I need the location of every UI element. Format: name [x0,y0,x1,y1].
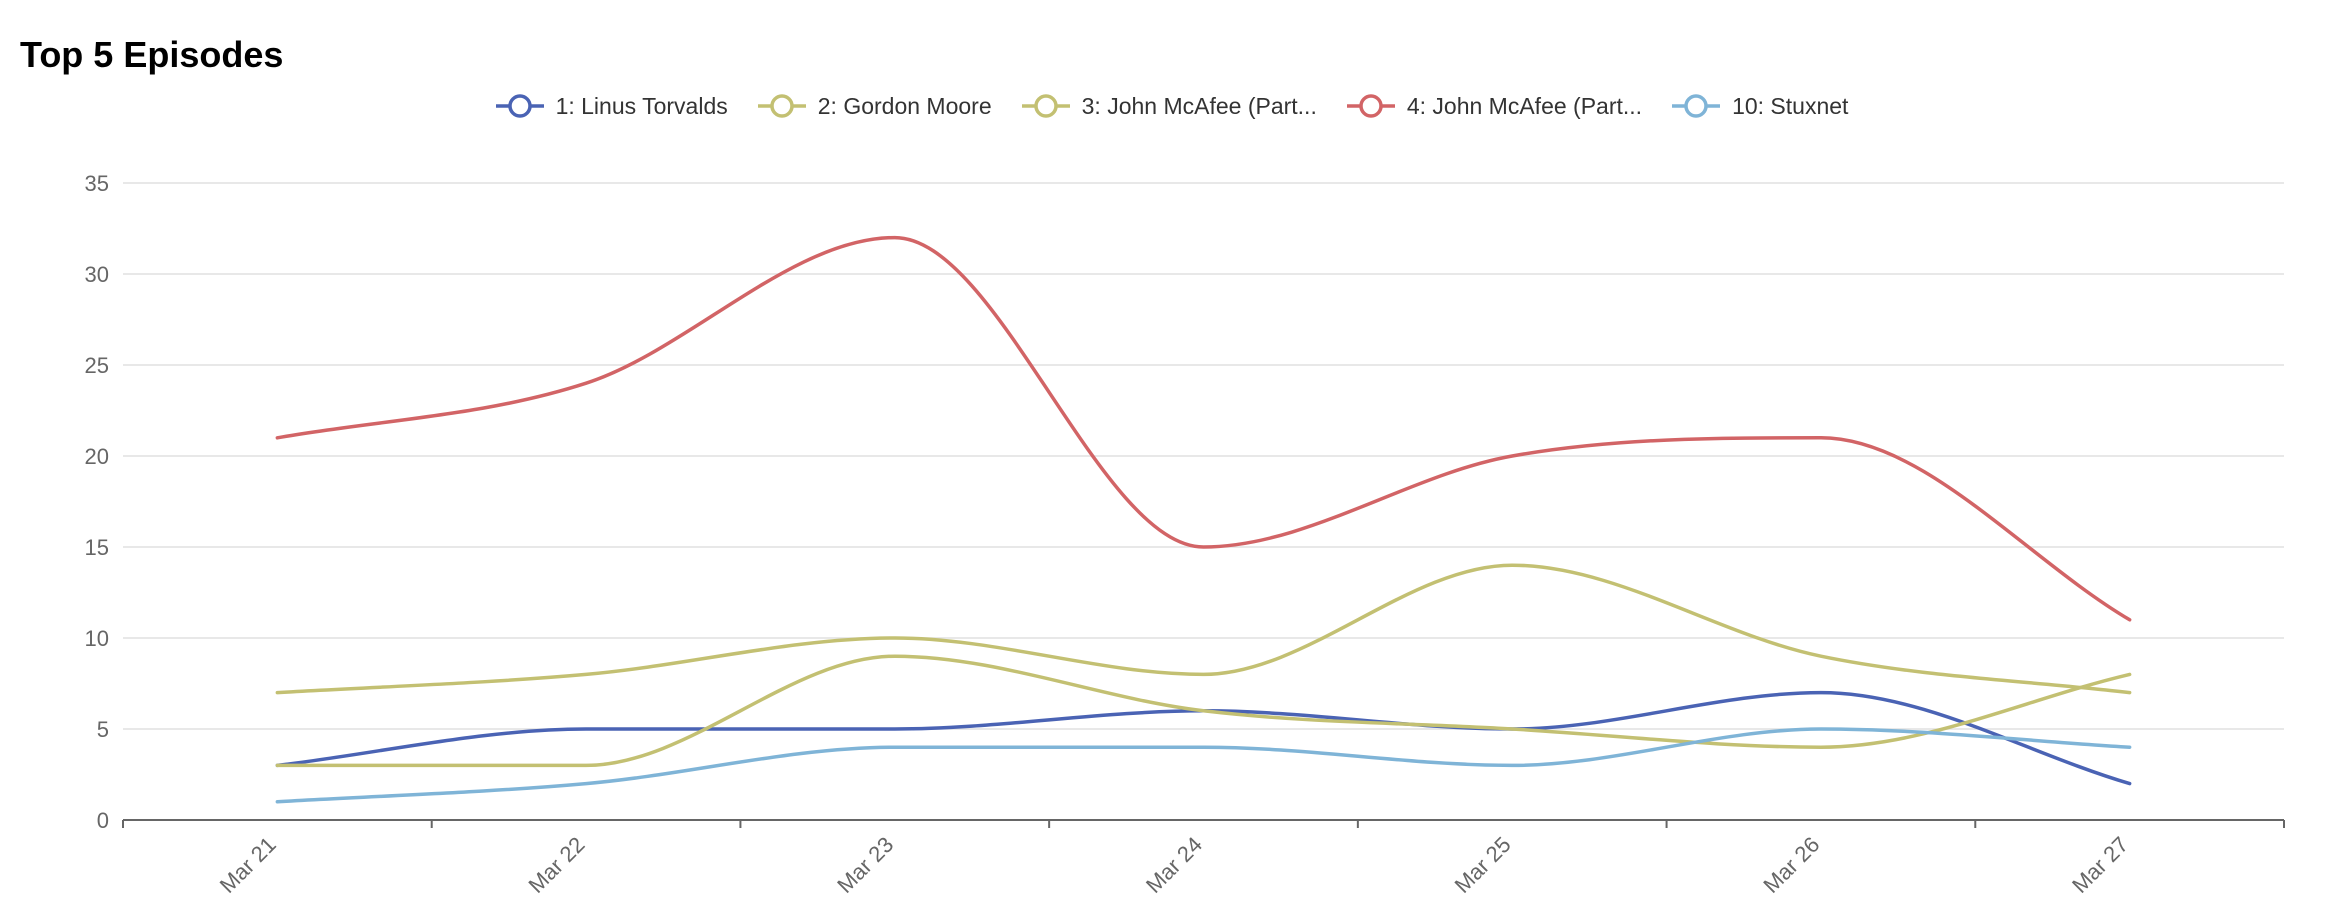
series-line[interactable] [275,563,2132,695]
data-point[interactable] [889,723,901,735]
data-point[interactable] [889,632,901,644]
legend-marker-icon [1346,94,1395,118]
data-point[interactable] [1815,650,1827,662]
series-line[interactable] [275,235,2132,622]
data-point[interactable] [1506,559,1518,571]
legend-label: 3: John McAfee (Part... [1081,92,1317,119]
data-point[interactable] [2124,778,2136,790]
x-tick-label: Mar 24 [1141,832,1207,898]
data-point[interactable] [1815,723,1827,735]
data-point[interactable] [271,759,283,771]
legend-item[interactable]: 3: John McAfee (Part... [1020,91,1317,121]
data-point[interactable] [1506,450,1518,462]
chart-title: Top 5 Episodes [20,34,284,75]
data-point[interactable] [1198,705,1210,717]
y-tick-label: 35 [85,171,109,196]
legend-item[interactable]: 10: Stuxnet [1670,91,1848,121]
data-point[interactable] [889,741,901,753]
data-point[interactable] [580,723,592,735]
x-tick-label: Mar 25 [1450,832,1516,898]
legend-marker-icon [757,94,806,118]
series-2 [271,559,2136,699]
data-point[interactable] [580,377,592,389]
data-point[interactable] [1506,759,1518,771]
series-line[interactable] [275,654,2132,768]
data-point[interactable] [2124,614,2136,626]
data-point[interactable] [889,650,901,662]
data-point[interactable] [271,796,283,808]
y-tick-label: 20 [85,444,109,469]
data-point[interactable] [2124,668,2136,680]
legend-marker-icon [1672,94,1721,118]
data-point[interactable] [580,668,592,680]
legend-item[interactable]: 4: John McAfee (Part... [1345,91,1642,121]
data-point[interactable] [580,778,592,790]
data-point[interactable] [271,687,283,699]
legend-label: 2: Gordon Moore [817,92,992,119]
x-tick-label: Mar 21 [215,832,281,898]
y-tick-label: 5 [97,717,109,742]
x-tick-label: Mar 22 [524,832,590,898]
series-4 [271,232,2136,626]
data-point[interactable] [271,432,283,444]
y-tick-label: 10 [85,626,109,651]
data-point[interactable] [1198,668,1210,680]
y-tick-label: 30 [85,262,109,287]
data-point[interactable] [1198,741,1210,753]
legend-label: 1: Linus Torvalds [555,92,728,119]
data-point[interactable] [580,759,592,771]
x-tick-label: Mar 27 [2067,832,2133,898]
data-point[interactable] [889,232,901,244]
data-point[interactable] [2124,741,2136,753]
legend-marker-icon [1021,94,1070,118]
data-point[interactable] [1815,741,1827,753]
x-tick-label: Mar 26 [1758,832,1824,898]
y-tick-label: 25 [85,353,109,378]
y-tick-label: 0 [97,808,109,833]
x-tick-label: Mar 23 [832,832,898,898]
legend-label: 4: John McAfee (Part... [1406,92,1643,119]
data-point[interactable] [1506,723,1518,735]
data-point[interactable] [1815,432,1827,444]
legend-label: 10: Stuxnet [1732,92,1849,119]
series-1 [275,687,2136,790]
series-3 [271,650,2136,771]
legend-item[interactable]: 1: Linus Torvalds [494,91,728,121]
data-point[interactable] [2124,687,2136,699]
series-5 [271,723,2136,808]
legend-marker-icon [495,94,544,118]
y-tick-label: 15 [85,535,109,560]
legend-item[interactable]: 2: Gordon Moore [756,91,992,121]
data-point[interactable] [1198,541,1210,553]
chart-legend: 1: Linus Torvalds 2: Gordon Moore 3: John … [0,88,2342,124]
series-line[interactable] [275,727,2132,804]
data-point[interactable] [1815,687,1827,699]
